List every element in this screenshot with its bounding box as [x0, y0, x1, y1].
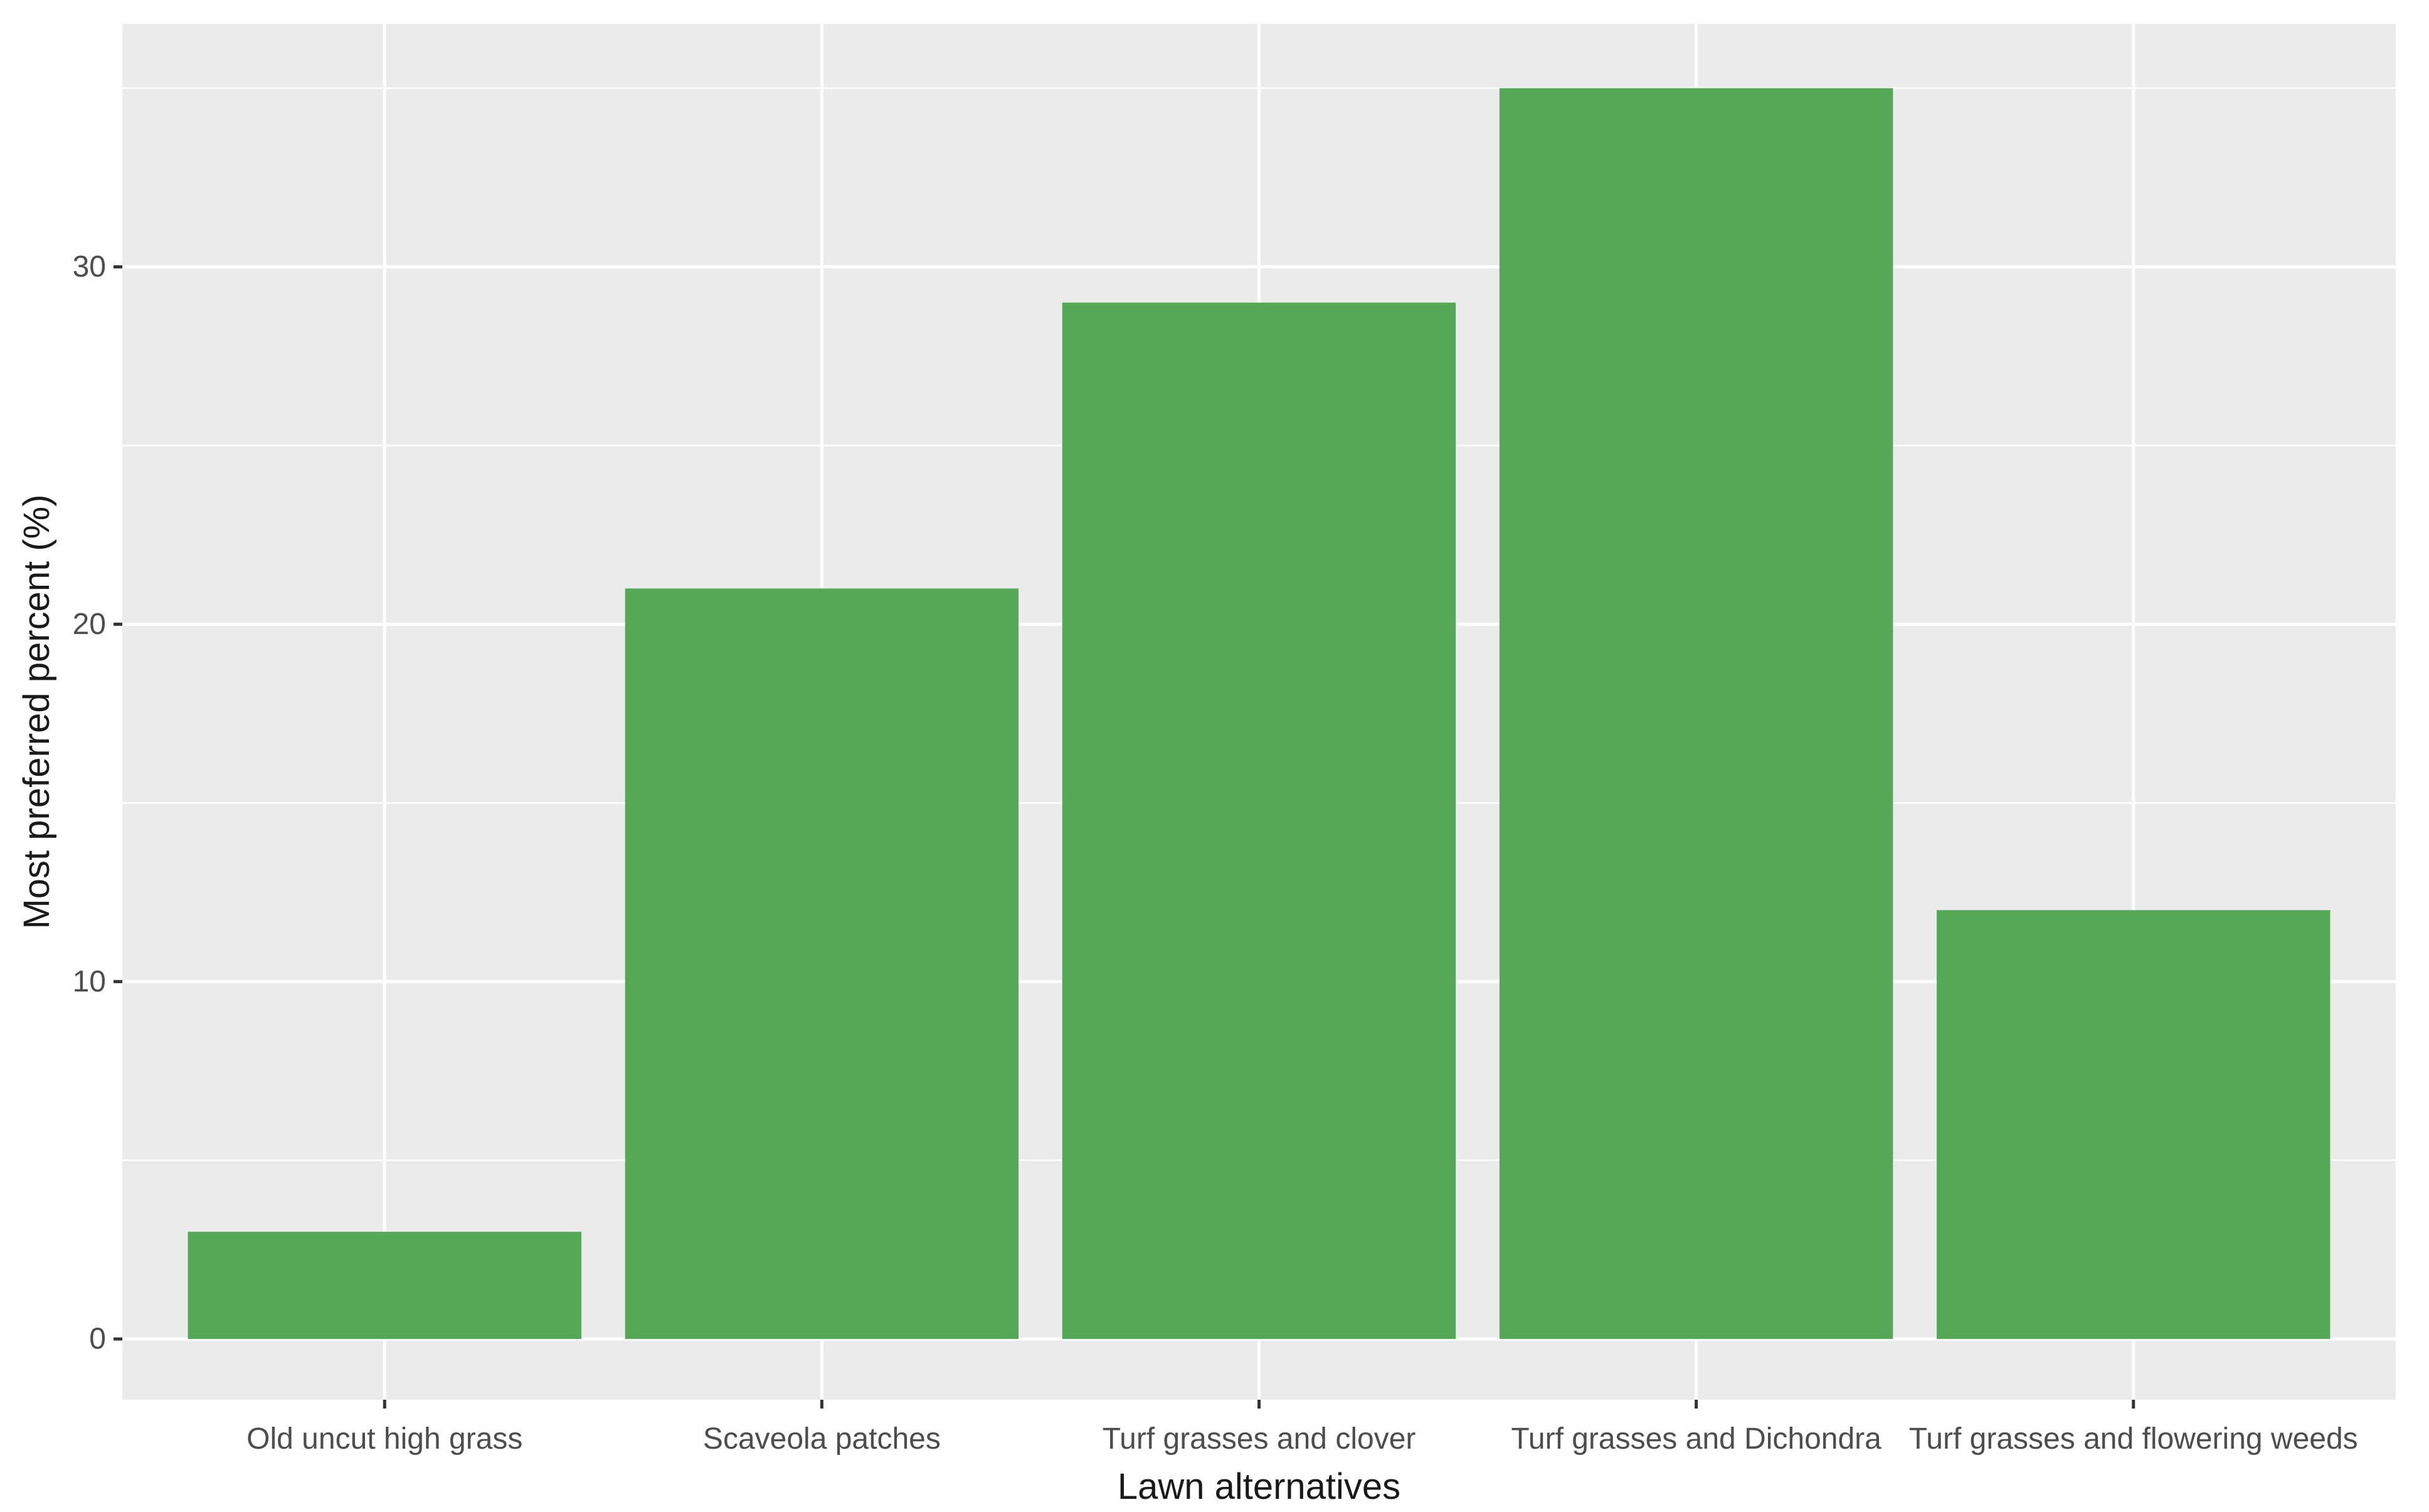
- x-axis-ticks: Old uncut high grass Scaveola patches Turf…: [246, 1400, 2358, 1456]
- y-tick-label: 20: [73, 608, 106, 641]
- bars: [188, 88, 2331, 1340]
- bar: [1499, 88, 1893, 1340]
- y-tick-label: 10: [73, 965, 106, 998]
- bar: [1062, 302, 1456, 1340]
- x-tick-label: Old uncut high grass: [246, 1422, 522, 1456]
- y-tick-label: 0: [89, 1323, 106, 1356]
- y-axis-title: Most preferred percent (%): [16, 494, 57, 929]
- y-axis-ticks: 0 10 20 30: [73, 250, 122, 1356]
- bar: [625, 588, 1019, 1340]
- x-axis-title: Lawn alternatives: [1118, 1466, 1400, 1507]
- x-tick-label: Turf grasses and clover: [1103, 1422, 1416, 1456]
- y-tick-label: 30: [73, 250, 106, 283]
- x-tick-label: Turf grasses and Dichondra: [1511, 1422, 1881, 1456]
- x-tick-label: Turf grasses and flowering weeds: [1909, 1422, 2358, 1456]
- bar: [188, 1232, 581, 1340]
- x-tick-label: Scaveola patches: [703, 1422, 941, 1456]
- bar: [1937, 910, 2331, 1340]
